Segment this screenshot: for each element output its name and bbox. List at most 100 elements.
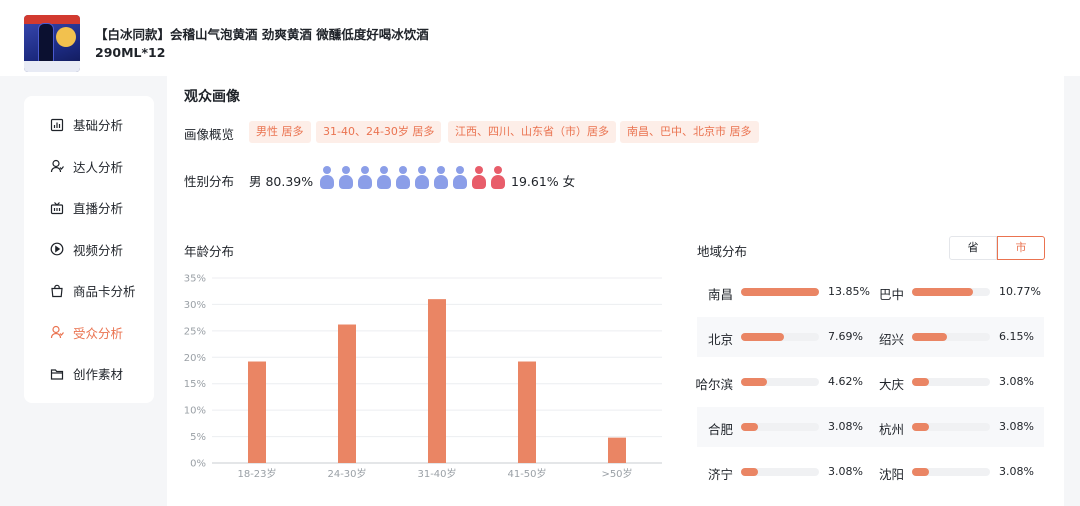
bar-chart-icon xyxy=(50,118,64,132)
province-toggle[interactable]: 省 xyxy=(949,236,997,260)
region-percent: 3.08% xyxy=(828,465,863,478)
y-tick-label: 5% xyxy=(190,432,206,443)
region-name: 杭州 xyxy=(878,422,904,437)
city-toggle[interactable]: 市 xyxy=(997,236,1045,260)
region-bar-fill xyxy=(912,333,947,341)
y-tick-label: 20% xyxy=(184,353,206,364)
sidebar: 基础分析 达人分析 直播分析 视频分析 商品卡分析 受众分析 创作素材 xyxy=(24,96,154,403)
sidebar-item-label: 受众分析 xyxy=(73,325,124,341)
region-bar-fill xyxy=(912,378,930,386)
y-tick-label: 15% xyxy=(184,379,206,390)
overview-tag-age: 31-40、24-30岁 居多 xyxy=(316,121,442,143)
y-tick-label: 35% xyxy=(184,274,206,285)
region-bar-track xyxy=(912,333,990,341)
overview-tag-gender: 男性 居多 xyxy=(249,121,311,143)
male-percent: 男 80.39% xyxy=(249,174,314,189)
product-thumbnail[interactable] xyxy=(24,15,80,72)
sidebar-item-basic-analysis[interactable]: 基础分析 xyxy=(24,104,154,146)
region-name: 合肥 xyxy=(707,422,733,437)
folder-icon xyxy=(50,367,64,381)
region-percent: 13.85% xyxy=(828,285,870,298)
age-bar[interactable] xyxy=(518,361,536,463)
region-item: 大庆 3.08% xyxy=(864,372,1034,392)
region-item: 北京 7.69% xyxy=(693,327,863,347)
sidebar-item-product-card-analysis[interactable]: 商品卡分析 xyxy=(24,270,154,312)
age-bar[interactable] xyxy=(338,324,356,463)
x-tick-label: 24-30岁 xyxy=(327,467,366,480)
age-bar-chart: 0% 5% 10% 15% 20% 25% 30% 35% 18-23岁 24-30岁 31-40岁… xyxy=(184,274,662,480)
region-percent: 4.62% xyxy=(828,375,863,388)
region-bar-fill xyxy=(912,423,930,431)
female-person-icon xyxy=(491,166,505,190)
sidebar-item-creative-material[interactable]: 创作素材 xyxy=(24,353,154,395)
region-name: 沈阳 xyxy=(878,467,904,482)
region-item: 哈尔滨 4.62% xyxy=(693,372,863,392)
region-bar-fill xyxy=(741,468,759,476)
overview-label: 画像概览 xyxy=(184,127,235,142)
region-item: 巴中 10.77% xyxy=(864,282,1041,302)
region-name: 大庆 xyxy=(878,377,904,392)
overview-tag-city: 南昌、巴中、北京市 居多 xyxy=(620,121,759,143)
region-bar-track xyxy=(912,288,990,296)
region-bar-fill xyxy=(912,288,973,296)
sidebar-item-video-analysis[interactable]: 视频分析 xyxy=(24,229,154,271)
overview-tag-province: 江西、四川、山东省（市）居多 xyxy=(448,121,616,143)
region-bar-track xyxy=(741,468,819,476)
region-name: 巴中 xyxy=(878,287,904,302)
sidebar-item-label: 基础分析 xyxy=(73,118,124,134)
region-percent: 3.08% xyxy=(999,420,1034,433)
sidebar-item-audience-analysis[interactable]: 受众分析 xyxy=(24,312,154,354)
female-percent: 19.61% 女 xyxy=(511,174,576,189)
age-bar[interactable] xyxy=(248,361,266,463)
region-percent: 6.15% xyxy=(999,330,1034,343)
male-person-icon xyxy=(377,166,391,190)
region-item: 绍兴 6.15% xyxy=(864,327,1034,347)
male-person-icon xyxy=(396,166,410,190)
x-tick-label: 18-23岁 xyxy=(237,467,276,480)
region-item: 沈阳 3.08% xyxy=(864,462,1034,482)
y-tick-label: 0% xyxy=(190,459,206,470)
region-bar-track xyxy=(741,423,819,431)
region-bar-track xyxy=(912,468,990,476)
male-person-icon xyxy=(434,166,448,190)
sidebar-item-label: 达人分析 xyxy=(73,159,124,175)
region-bar-fill xyxy=(741,378,768,386)
product-title: 【白冰同款】会稽山气泡黄酒 劲爽黄酒 微醺低度好喝冰饮酒290ML*12 xyxy=(95,27,429,60)
region-bar-fill xyxy=(741,288,819,296)
male-person-icon xyxy=(358,166,372,190)
user-icon xyxy=(50,159,64,173)
x-tick-label: >50岁 xyxy=(601,467,632,480)
region-bar-fill xyxy=(741,333,785,341)
male-person-icon xyxy=(339,166,353,190)
age-bar[interactable] xyxy=(608,437,626,463)
region-bar-track xyxy=(741,378,819,386)
section-title: 观众画像 xyxy=(184,89,240,105)
user-icon xyxy=(50,325,64,339)
region-name: 北京 xyxy=(707,332,733,347)
age-bar[interactable] xyxy=(428,299,446,463)
region-item: 杭州 3.08% xyxy=(864,417,1034,437)
play-icon xyxy=(50,242,64,256)
sidebar-item-live-analysis[interactable]: 直播分析 xyxy=(24,187,154,229)
region-bar-fill xyxy=(912,468,930,476)
y-tick-label: 10% xyxy=(184,406,206,417)
region-title: 地域分布 xyxy=(697,244,748,259)
region-item: 合肥 3.08% xyxy=(693,417,863,437)
product-header: 【白冰同款】会稽山气泡黄酒 劲爽黄酒 微醺低度好喝冰饮酒290ML*12 xyxy=(0,0,1080,76)
sidebar-item-influencer-analysis[interactable]: 达人分析 xyxy=(24,146,154,188)
region-percent: 3.08% xyxy=(999,375,1034,388)
age-title: 年龄分布 xyxy=(184,244,235,259)
sidebar-item-label: 视频分析 xyxy=(73,242,124,258)
region-percent: 7.69% xyxy=(828,330,863,343)
region-bar-track xyxy=(741,333,819,341)
x-tick-label: 41-50岁 xyxy=(507,467,546,480)
male-person-icon xyxy=(320,166,334,190)
region-name: 哈尔滨 xyxy=(695,377,733,392)
y-tick-label: 30% xyxy=(184,300,206,311)
sidebar-item-label: 商品卡分析 xyxy=(73,284,136,300)
region-percent: 3.08% xyxy=(828,420,863,433)
region-bar-track xyxy=(912,378,990,386)
sidebar-item-label: 创作素材 xyxy=(73,367,124,383)
region-bar-track xyxy=(912,423,990,431)
region-percent: 10.77% xyxy=(999,285,1041,298)
